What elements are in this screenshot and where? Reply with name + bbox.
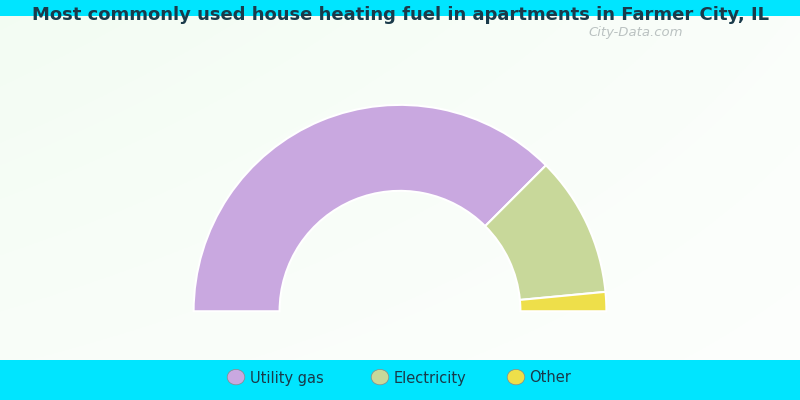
Text: Electricity: Electricity — [394, 370, 466, 386]
Text: Utility gas: Utility gas — [250, 370, 323, 386]
Ellipse shape — [371, 370, 389, 385]
Ellipse shape — [227, 370, 245, 385]
Wedge shape — [520, 292, 606, 311]
Text: Most commonly used house heating fuel in apartments in Farmer City, IL: Most commonly used house heating fuel in… — [31, 6, 769, 24]
Text: City-Data.com: City-Data.com — [589, 26, 683, 39]
Wedge shape — [485, 165, 606, 300]
Text: Other: Other — [530, 370, 571, 386]
Ellipse shape — [507, 370, 525, 385]
Wedge shape — [194, 105, 546, 311]
